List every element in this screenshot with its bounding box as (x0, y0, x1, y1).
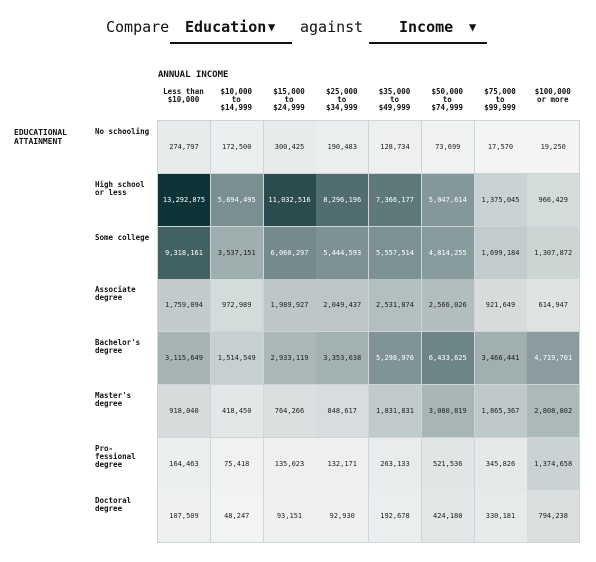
heatmap-cell[interactable]: 764,266 (263, 384, 317, 438)
chevron-down-icon: ▼ (268, 20, 276, 34)
heatmap-cell[interactable]: 92,930 (316, 490, 370, 544)
x-group-label: ANNUAL INCOME (158, 70, 229, 80)
heatmap-cell[interactable]: 9,318,161 (158, 226, 211, 280)
heatmap-cell[interactable]: 921,649 (474, 279, 528, 333)
heatmap-cell[interactable]: 5,557,514 (369, 226, 422, 280)
heatmap-cell[interactable]: 3,115,649 (158, 332, 211, 385)
heatmap-cell[interactable]: 73,699 (421, 121, 475, 174)
heatmap-cell[interactable]: 8,296,196 (316, 173, 370, 227)
heatmap-cell[interactable]: 1,514,549 (210, 332, 264, 385)
column-header: $100,000 or more (534, 87, 571, 104)
heatmap-cell[interactable]: 345,826 (474, 437, 528, 491)
heatmap-cell[interactable]: 2,531,874 (369, 279, 422, 333)
control-bar: Compare Education ▼ against Income ▼ (0, 14, 596, 50)
heatmap-cell[interactable]: 190,483 (316, 121, 370, 174)
heatmap-cell[interactable]: 918,040 (158, 384, 211, 438)
heatmap-cell[interactable]: 17,570 (474, 121, 528, 174)
heatmap-cell[interactable]: 418,450 (210, 384, 264, 438)
y-group-label: EDUCATIONAL ATTAINMENT (14, 128, 67, 146)
chevron-down-icon: ▼ (469, 20, 477, 34)
heatmap-cell[interactable]: 107,509 (158, 490, 211, 544)
heatmap-cell[interactable]: 2,566,026 (421, 279, 475, 333)
education-dropdown-value: Education (185, 18, 267, 36)
row-header: Pro- fessional degree (95, 443, 136, 469)
heatmap-cell[interactable]: 164,463 (158, 437, 211, 491)
heatmap-cell[interactable]: 521,536 (421, 437, 475, 491)
row-header: Some college (95, 232, 150, 242)
heatmap-cell[interactable]: 192,678 (369, 490, 422, 544)
heatmap-cell[interactable]: 19,250 (527, 121, 581, 174)
column-header: $35,000 to $49,999 (378, 87, 411, 112)
heatmap-cell[interactable]: 972,989 (210, 279, 264, 333)
heatmap-cell[interactable]: 1,989,927 (263, 279, 317, 333)
heatmap-cell[interactable]: 75,418 (210, 437, 264, 491)
heatmap-cell[interactable]: 172,500 (210, 121, 264, 174)
heatmap-cell[interactable]: 848,617 (316, 384, 370, 438)
heatmap-cell[interactable]: 5,047,614 (421, 173, 475, 227)
heatmap-cell[interactable]: 424,180 (421, 490, 475, 544)
heatmap-cell[interactable]: 274,797 (158, 121, 211, 174)
heatmap-cell[interactable]: 2,933,119 (263, 332, 317, 385)
heatmap-cell[interactable]: 48,247 (210, 490, 264, 544)
heatmap-cell[interactable]: 263,133 (369, 437, 422, 491)
row-header: Doctoral degree (95, 496, 132, 514)
income-dropdown[interactable]: Income ▼ (369, 14, 487, 44)
heatmap-cell[interactable]: 794,238 (527, 490, 581, 544)
heatmap-cell[interactable]: 1,375,045 (474, 173, 528, 227)
heatmap-cell[interactable]: 3,080,819 (421, 384, 475, 438)
row-header: Bachelor's degree (95, 338, 141, 355)
heatmap-cell[interactable]: 6,060,297 (263, 226, 317, 280)
column-header: $10,000 to $14,999 (220, 87, 253, 112)
heatmap-cell[interactable]: 2,808,802 (527, 384, 581, 438)
column-header: $50,000 to $74,999 (431, 87, 464, 112)
row-header: Master's degree (95, 390, 132, 408)
heatmap-cell[interactable]: 1,374,658 (527, 437, 581, 491)
column-header: $75,000 to $99,999 (484, 87, 516, 112)
heatmap-cell[interactable]: 1,307,872 (527, 226, 581, 280)
heatmap-cell[interactable]: 2,049,437 (316, 279, 370, 333)
income-dropdown-value: Income (399, 18, 454, 36)
heatmap-cell[interactable]: 4,719,701 (527, 332, 581, 385)
heatmap-cell[interactable]: 6,433,625 (421, 332, 475, 385)
heatmap-cell[interactable]: 13,292,875 (158, 173, 211, 227)
heatmap-cell[interactable]: 5,694,495 (210, 173, 264, 227)
row-header: No schooling (95, 127, 150, 136)
heatmap-cell[interactable]: 135,023 (263, 437, 317, 491)
heatmap-cell[interactable]: 4,814,255 (421, 226, 475, 280)
heatmap-cell[interactable]: 128,734 (369, 121, 422, 174)
heatmap-cell[interactable]: 11,032,516 (263, 173, 317, 227)
heatmap-cell[interactable]: 614,947 (527, 279, 581, 333)
heatmap-cell[interactable]: 7,366,177 (369, 173, 422, 227)
heatmap-cell[interactable]: 5,444,593 (316, 226, 370, 280)
column-header: $25,000 to $34,999 (325, 87, 358, 112)
heatmap-cell[interactable]: 132,171 (316, 437, 370, 491)
education-dropdown[interactable]: Education ▼ (170, 14, 292, 44)
heatmap-grid: 274,797 172,500 300,425 190,483 128,734 73,69… (157, 120, 581, 544)
heatmap-cell[interactable]: 1,865,367 (474, 384, 528, 438)
heatmap-cell[interactable]: 3,466,441 (474, 332, 528, 385)
heatmap-cell[interactable]: 3,537,151 (210, 226, 264, 280)
heatmap-cell[interactable]: 3,353,638 (316, 332, 370, 385)
heatmap-cell[interactable]: 330,181 (474, 490, 528, 544)
heatmap-cell[interactable]: 300,425 (263, 121, 317, 174)
compare-label: Compare (106, 18, 170, 36)
heatmap-cell[interactable]: 93,151 (263, 490, 317, 544)
against-label: against (300, 18, 364, 36)
row-header: Associate degree (95, 285, 136, 303)
heatmap-cell[interactable]: 1,759,094 (158, 279, 211, 333)
heatmap-cell[interactable]: 5,298,976 (369, 332, 422, 385)
column-header: Less than $10,000 (163, 87, 204, 104)
row-header: High school or less (95, 179, 145, 197)
heatmap-cell[interactable]: 1,831,831 (369, 384, 422, 438)
column-header: $15,000 to $24,999 (273, 87, 305, 112)
heatmap-cell[interactable]: 966,429 (527, 173, 581, 227)
heatmap-cell[interactable]: 1,699,184 (474, 226, 528, 280)
